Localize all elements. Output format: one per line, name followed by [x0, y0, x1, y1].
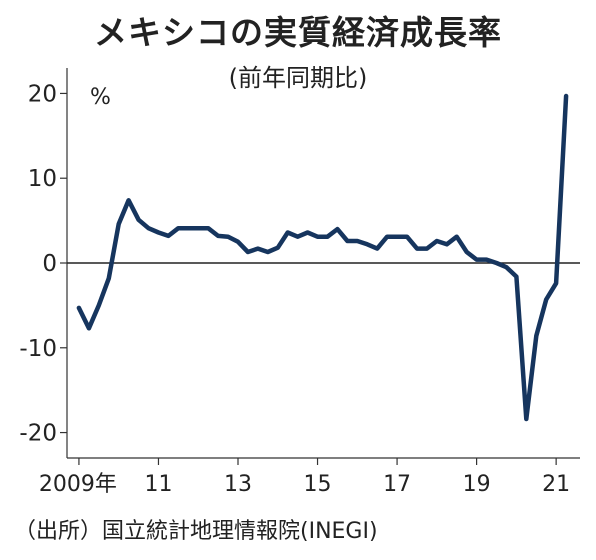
- x-tick-label: 11: [144, 472, 172, 497]
- x-tick-label: 21: [542, 472, 570, 497]
- x-tick-label: 19: [463, 472, 491, 497]
- x-tick-label: 2009年: [39, 472, 117, 497]
- y-tick-label: 20: [28, 81, 57, 107]
- chart-title: メキシコの実質経済成長率: [94, 13, 502, 52]
- y-tick-label: 0: [42, 251, 57, 277]
- y-unit-label: %: [90, 85, 111, 110]
- y-tick-label: -20: [19, 421, 57, 447]
- x-tick-label: 13: [224, 472, 252, 497]
- source-note: （出所）国立統計地理情報院(INEGI): [14, 519, 378, 544]
- chart-subtitle: (前年同期比): [228, 64, 368, 92]
- x-tick-label: 17: [383, 472, 411, 497]
- line-chart: 20 10 0 -10 -20% 2009年 11 13 15 17 19 21: [19, 68, 580, 497]
- chart-plot-area: [76, 93, 569, 422]
- y-tick-label: -10: [19, 336, 57, 362]
- x-tick-label: 15: [304, 472, 332, 497]
- y-tick-label: 10: [28, 166, 57, 192]
- chart-labels: 20 10 0 -10 -20% 2009年 11 13 15 17 19 21: [19, 81, 570, 497]
- series-line-growth-rate: [76, 93, 569, 422]
